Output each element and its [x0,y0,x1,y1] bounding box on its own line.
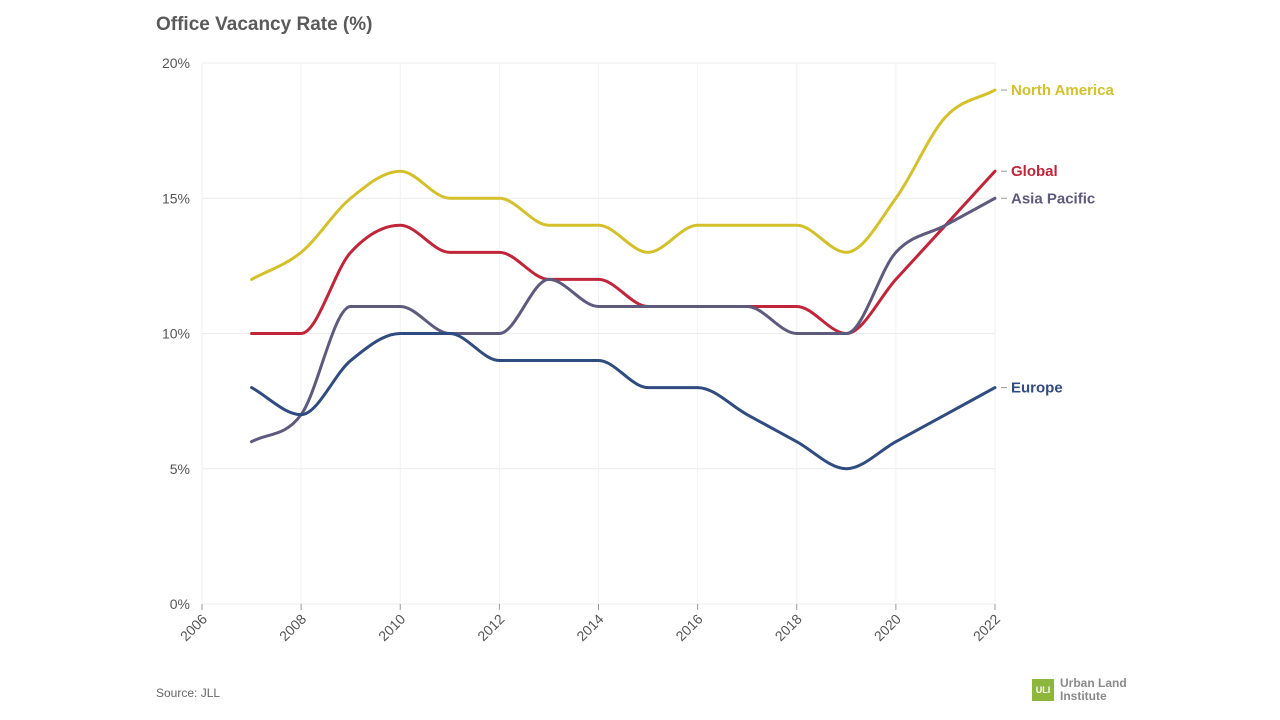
logo-line-1: Urban Land [1060,676,1127,690]
x-tick-label: 2012 [474,611,507,644]
y-tick-label: 10% [162,326,190,342]
series-line-north-america [250,88,997,281]
series-label-asia-pacific: Asia Pacific [1011,190,1095,207]
series-layer [250,88,997,471]
series-line-europe [250,331,997,471]
series-label-europe: Europe [1011,380,1063,397]
x-tick-label: 2010 [375,611,408,644]
logo-text: Urban Land Institute [1060,677,1127,703]
x-tick-label: 2008 [276,611,309,644]
series-label-global: Global [1011,163,1058,180]
series-label-north-america: North America [1011,82,1114,99]
logo-mark-icon: ULI [1032,679,1054,701]
uli-logo: ULI Urban Land Institute [1032,677,1127,703]
axis-layer: 0% 5% 10% 15% 20% 2006 2008 2010 2012 2014 2016 201… [162,55,1003,644]
logo-line-2: Institute [1060,689,1107,703]
x-tick-label: 2020 [871,611,904,644]
grid-layer [201,62,996,605]
y-tick-label: 20% [162,55,190,71]
source-note: Source: JLL [156,686,221,700]
x-tick-label: 2006 [177,611,210,644]
series-line-global [250,169,997,335]
y-tick-label: 5% [170,461,190,477]
x-tick-label: 2016 [672,611,705,644]
x-tick-label: 2014 [573,611,606,644]
x-tick-label: 2022 [970,611,1003,644]
series-line-asia-pacific [250,196,997,444]
y-tick-label: 15% [162,190,190,206]
x-tick-label: 2018 [772,611,805,644]
series-label-layer: North America Global Asia Pacific Europe [1001,82,1114,397]
chart-title: Office Vacancy Rate (%) [156,14,373,35]
y-tick-label: 0% [170,596,190,612]
